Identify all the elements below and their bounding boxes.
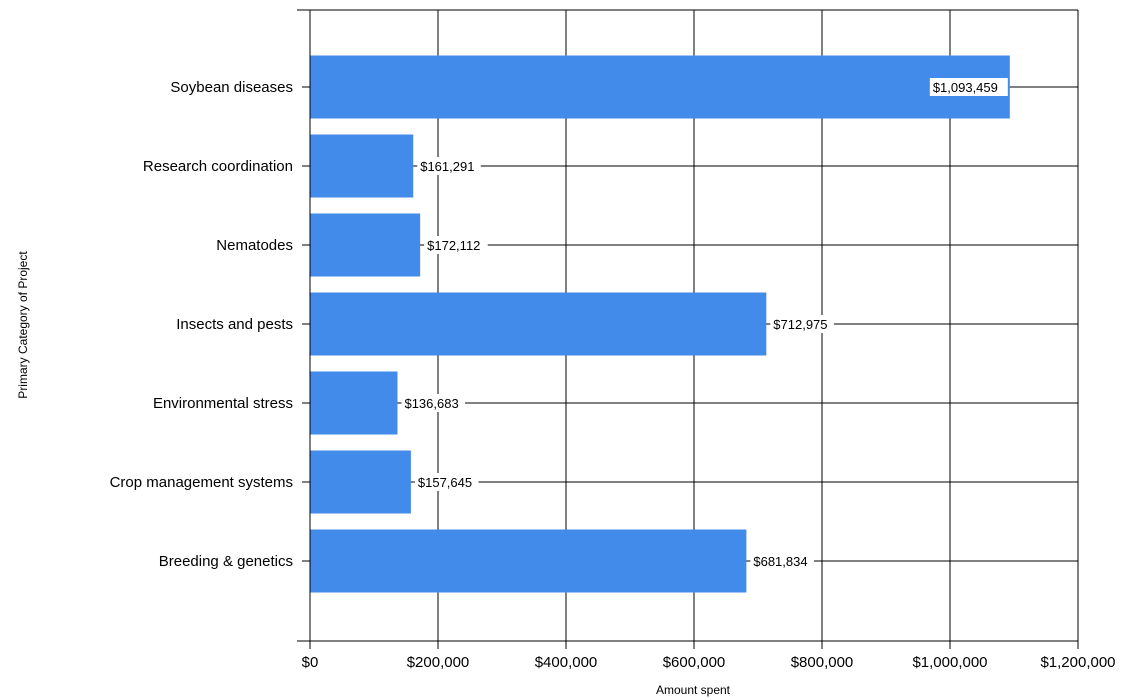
data-label-background — [417, 157, 481, 175]
data-label: $136,683 — [404, 396, 458, 411]
x-tick-label: $1,200,000 — [1040, 654, 1115, 671]
data-label: $157,645 — [418, 475, 472, 490]
data-labels: $1,093,459 $161,291 $172,112 $712,975 $136,6… — [401, 78, 1008, 570]
data-label-background — [414, 473, 479, 491]
data-label: $712,975 — [773, 317, 827, 332]
x-tick-label: $800,000 — [791, 654, 854, 671]
data-label: $681,834 — [753, 554, 807, 569]
x-axis-title: Amount spent — [656, 683, 731, 697]
category-label: Research coordination — [143, 158, 293, 175]
category-label: Environmental stress — [153, 395, 293, 412]
data-label-background — [770, 315, 834, 333]
data-label: $1,093,459 — [933, 80, 998, 95]
bar — [310, 529, 747, 593]
data-label: $172,112 — [427, 238, 480, 253]
bar — [310, 292, 767, 356]
bar — [310, 450, 411, 514]
category-label: Crop management systems — [110, 474, 293, 491]
x-tick-label: $400,000 — [535, 654, 598, 671]
data-label-background — [929, 78, 1008, 96]
bar — [310, 371, 398, 435]
bar — [310, 55, 1010, 119]
x-tick-label: $200,000 — [407, 654, 470, 671]
bar — [310, 134, 414, 198]
x-tick-label: $1,000,000 — [912, 654, 987, 671]
x-tick-label: $0 — [302, 654, 319, 671]
data-label-background — [424, 236, 488, 254]
category-labels: Soybean diseases Research coordination Nem… — [110, 79, 293, 570]
y-axis-title: Primary Category of Project — [16, 251, 30, 399]
category-label: Insects and pests — [176, 316, 293, 333]
category-label: Breeding & genetics — [159, 553, 293, 570]
axes — [297, 10, 1078, 649]
data-label-background — [750, 552, 814, 570]
x-tick-label: $600,000 — [663, 654, 726, 671]
x-tick-labels: $0 $200,000 $400,000 $600,000 $800,000 $1,000… — [302, 654, 1116, 671]
bar — [310, 213, 421, 277]
category-label: Soybean diseases — [170, 79, 293, 96]
data-label: $161,291 — [420, 159, 474, 174]
category-label: Nematodes — [216, 237, 293, 254]
data-label-background — [401, 394, 466, 412]
bars — [310, 55, 1010, 593]
